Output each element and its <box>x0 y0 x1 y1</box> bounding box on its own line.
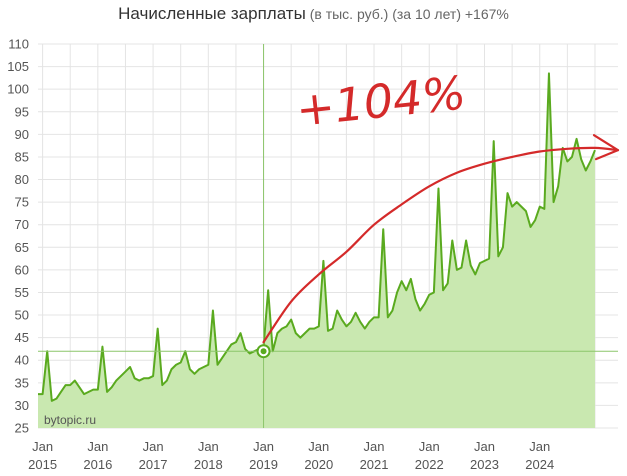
x-tick-label: Jan <box>143 439 164 454</box>
x-tick-year: 2023 <box>470 457 499 472</box>
x-tick-year: 2018 <box>194 457 223 472</box>
x-tick-label: Jan <box>253 439 274 454</box>
y-tick-label: 90 <box>15 127 29 142</box>
trend-arrowhead <box>592 134 620 161</box>
y-tick-label: 35 <box>15 375 29 390</box>
y-tick-label: 70 <box>15 217 29 232</box>
x-tick-year: 2015 <box>28 457 57 472</box>
x-tick-label: Jan <box>474 439 495 454</box>
x-tick-year: 2019 <box>249 457 278 472</box>
highlight-point-core <box>260 348 267 355</box>
y-tick-label: 100 <box>7 82 29 97</box>
x-tick-year: 2021 <box>360 457 389 472</box>
chart-title-main: Начисленные зарплаты <box>118 4 306 23</box>
reference-lines <box>38 44 618 428</box>
watermark: bytopic.ru <box>44 413 96 427</box>
x-tick-label: Jan <box>419 439 440 454</box>
series-line <box>38 72 596 402</box>
chart-title: Начисленные зарплаты (в тыс. руб.) (за 1… <box>0 4 627 24</box>
y-tick-label: 30 <box>15 398 29 413</box>
axes: 25 30 35 40 45 50 55 60 65 70 75 80 85 90 95 100 105 110 J… <box>7 37 554 473</box>
y-tick-label: 60 <box>15 262 29 277</box>
x-tick-label: Jan <box>364 439 385 454</box>
x-tick-year: 2020 <box>304 457 333 472</box>
chart-title-sub: (в тыс. руб.) (за 10 лет) +167% <box>305 6 509 22</box>
trend-annotation <box>262 134 620 344</box>
area-series <box>38 72 596 429</box>
x-tick-label: Jan <box>529 439 550 454</box>
x-tick-year: 2017 <box>139 457 168 472</box>
y-tick-label: 85 <box>15 149 29 164</box>
x-tick-label: Jan <box>87 439 108 454</box>
x-tick-label: Jan <box>198 439 219 454</box>
area-fill <box>38 73 595 429</box>
x-tick-year: 2022 <box>415 457 444 472</box>
x-tick-label: Jan <box>32 439 53 454</box>
y-tick-label: 50 <box>15 308 29 323</box>
y-tick-label: 40 <box>15 353 29 368</box>
x-tick-year: 2024 <box>525 457 554 472</box>
x-tick-year: 2016 <box>83 457 112 472</box>
y-tick-label: 80 <box>15 172 29 187</box>
y-tick-label: 75 <box>15 195 29 210</box>
y-tick-label: 65 <box>15 240 29 255</box>
growth-annotation: +104% <box>294 65 469 136</box>
y-tick-label: 110 <box>8 37 29 52</box>
y-tick-label: 95 <box>15 104 29 119</box>
y-tick-label: 25 <box>15 421 29 436</box>
trend-curve <box>262 146 620 344</box>
y-tick-label: 105 <box>7 59 29 74</box>
x-tick-label: Jan <box>308 439 329 454</box>
y-tick-label: 55 <box>15 285 29 300</box>
y-tick-label: 45 <box>15 330 29 345</box>
